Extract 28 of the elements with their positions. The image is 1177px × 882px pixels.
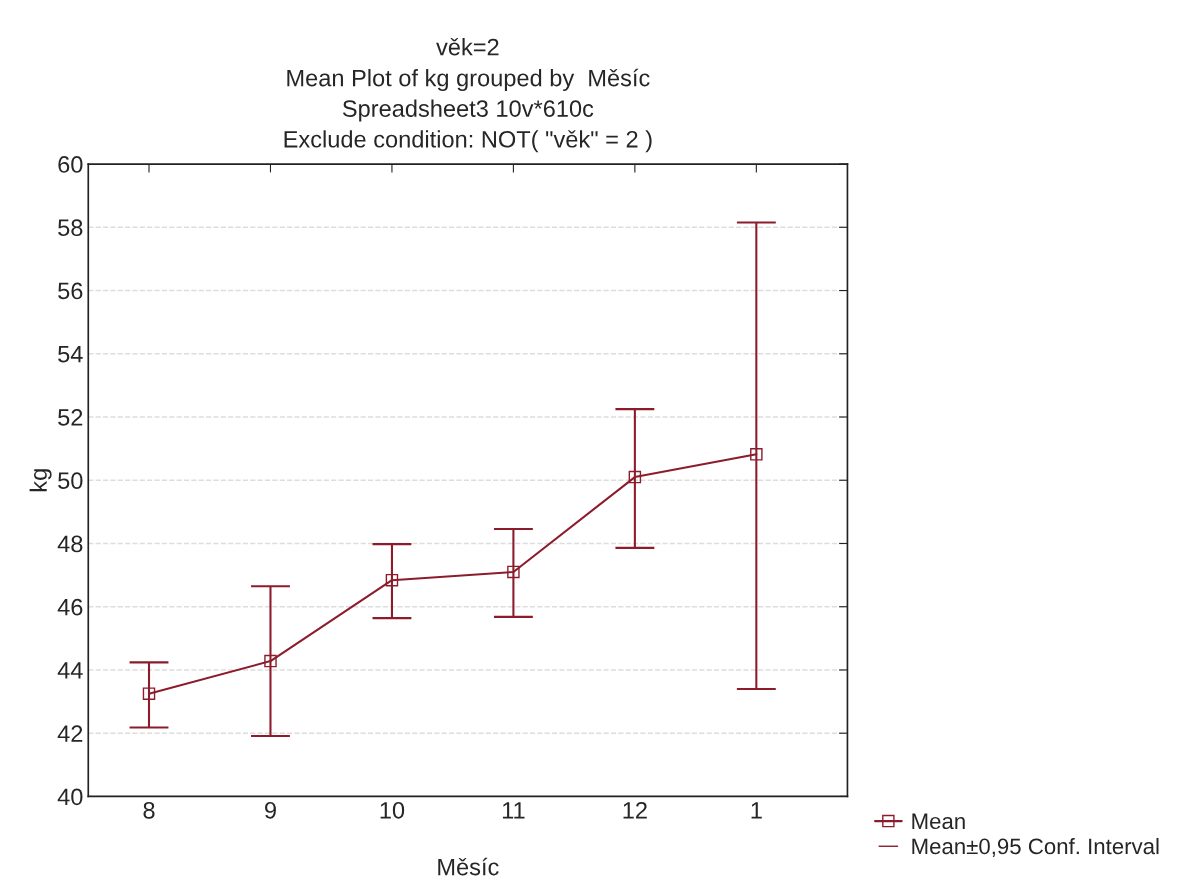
- x-tick-label: 8: [143, 801, 155, 819]
- y-tick-label: 58: [58, 219, 83, 237]
- y-axis-title: kg: [29, 469, 52, 492]
- y-tick-label: 46: [57, 598, 83, 616]
- text: Mean±0,95 Conf. Interval: [912, 837, 1159, 857]
- legend-label: Mean: [912, 813, 965, 830]
- y-tick-label: 52: [58, 409, 83, 426]
- x-tick-label: 11: [502, 802, 525, 819]
- point: [750, 448, 763, 461]
- y-tick-label: 42: [57, 725, 83, 742]
- y-tick-label: 40: [57, 788, 83, 806]
- point: [507, 565, 520, 579]
- y-tick-label: 60: [58, 156, 83, 173]
- point: [628, 470, 642, 484]
- y-tick-label: 44: [57, 662, 83, 679]
- x-axis-title: Měsíc: [438, 857, 499, 876]
- y-tick-label: 56: [58, 282, 83, 300]
- x-tick-label: 1: [751, 802, 762, 819]
- y-tick-label: 54: [58, 346, 83, 363]
- x-tick-label: 9: [265, 801, 276, 819]
- y-tick-label: 50: [58, 472, 83, 490]
- chart-title: věk=2 Mean Plot of kg grouped by Měsíc Spreadsheet3 10v*610c Exclude condition: NOT( "věk" = 2 ): [284, 37, 652, 153]
- x-tick-label: 12: [623, 801, 647, 819]
- point: [385, 573, 399, 587]
- point: [264, 654, 277, 668]
- y-tick-label: 48: [57, 535, 83, 553]
- point: [142, 687, 156, 700]
- x-tick-label: 10: [380, 801, 405, 819]
